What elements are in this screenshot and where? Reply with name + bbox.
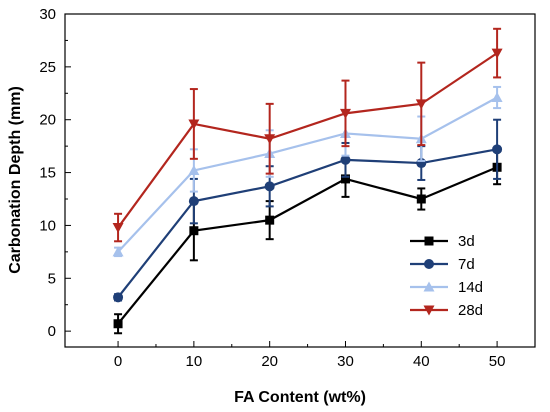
series-line-14d (117, 96, 498, 253)
data-point-7d (340, 154, 351, 165)
data-point-14d (188, 164, 200, 175)
data-point-7d (264, 181, 275, 192)
y-tick-label-0: 0 (48, 323, 56, 340)
plot-frame (64, 13, 536, 348)
y-tick-label-15: 15 (39, 165, 56, 182)
x-tick-label-30: 30 (337, 353, 354, 370)
data-point-28d (491, 48, 503, 59)
x-tick-label-40: 40 (413, 353, 430, 370)
data-point-3d (416, 194, 426, 204)
legend-marker-28d (423, 305, 435, 316)
y-tick-label-30: 30 (39, 6, 56, 23)
data-point-7d (188, 196, 199, 207)
y-tick-label-20: 20 (39, 112, 56, 129)
y-tick-label-25: 25 (39, 59, 56, 76)
data-point-28d (112, 223, 124, 234)
legend-marker-7d (424, 259, 434, 269)
x-tick-label-50: 50 (489, 353, 506, 370)
x-tick-label-0: 0 (114, 353, 122, 370)
y-tick-label-10: 10 (39, 217, 56, 234)
legend-marker-14d (423, 281, 435, 292)
y-tick-label-5: 5 (48, 270, 56, 287)
x-tick-label-10: 10 (186, 353, 203, 370)
legend-label-28d: 28d (458, 302, 483, 319)
y-axis-title: Carbonation Depth (mm) (7, 86, 24, 274)
x-axis-title: FA Content (wt%) (234, 389, 366, 406)
data-point-28d (339, 108, 351, 119)
legend-label-14d: 14d (458, 279, 483, 296)
data-point-7d (113, 292, 124, 303)
legend: 3d 7d 14d 28d (410, 233, 483, 319)
series-line-7d (117, 148, 498, 298)
series-line-28d (117, 52, 498, 229)
data-point-3d (189, 226, 199, 236)
x-tick-label-20: 20 (261, 353, 278, 370)
data-point-14d (112, 246, 124, 257)
legend-label-7d: 7d (458, 256, 475, 273)
series-layer (112, 27, 503, 335)
data-point-7d (492, 144, 503, 155)
data-point-14d (491, 92, 503, 103)
data-point-3d (113, 319, 123, 329)
series-7d (113, 118, 503, 303)
data-point-28d (188, 119, 200, 130)
series-28d (112, 27, 503, 243)
series-line-3d (117, 166, 498, 325)
data-point-3d (265, 215, 275, 225)
data-point-28d (264, 134, 276, 145)
axis-ticks: 0 10 20 30 40 50 0 5 10 15 20 25 30 (39, 6, 505, 370)
legend-label-3d: 3d (458, 233, 475, 250)
data-point-28d (415, 99, 427, 110)
data-point-3d (340, 174, 350, 184)
legend-marker-3d (424, 236, 434, 246)
